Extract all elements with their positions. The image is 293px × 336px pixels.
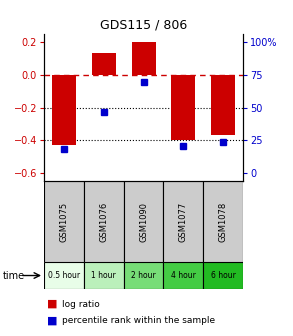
Text: ■: ■: [47, 316, 57, 326]
Bar: [124, 262, 163, 289]
Text: 4 hour: 4 hour: [171, 271, 196, 280]
Text: GSM1075: GSM1075: [59, 202, 68, 242]
Bar: [84, 181, 124, 262]
Bar: [44, 181, 84, 262]
Bar: [124, 181, 163, 262]
Bar: [84, 262, 124, 289]
Title: GDS115 / 806: GDS115 / 806: [100, 18, 187, 31]
Bar: [203, 262, 243, 289]
Bar: [163, 262, 203, 289]
Text: time: time: [3, 271, 25, 281]
Bar: [44, 262, 84, 289]
Bar: [203, 181, 243, 262]
Bar: [92, 53, 116, 75]
Text: GSM1076: GSM1076: [99, 202, 108, 242]
Bar: [163, 181, 203, 262]
Text: GSM1090: GSM1090: [139, 202, 148, 242]
Text: 0.5 hour: 0.5 hour: [48, 271, 80, 280]
Text: 1 hour: 1 hour: [91, 271, 116, 280]
Text: percentile rank within the sample: percentile rank within the sample: [62, 317, 215, 325]
Bar: [52, 75, 76, 145]
Text: GSM1078: GSM1078: [219, 202, 228, 242]
Text: GSM1077: GSM1077: [179, 202, 188, 242]
Bar: [211, 75, 235, 135]
Text: 2 hour: 2 hour: [131, 271, 156, 280]
Bar: [171, 75, 195, 140]
Text: 6 hour: 6 hour: [211, 271, 236, 280]
Text: log ratio: log ratio: [62, 300, 99, 308]
Text: ■: ■: [47, 299, 57, 309]
Bar: [132, 42, 156, 75]
